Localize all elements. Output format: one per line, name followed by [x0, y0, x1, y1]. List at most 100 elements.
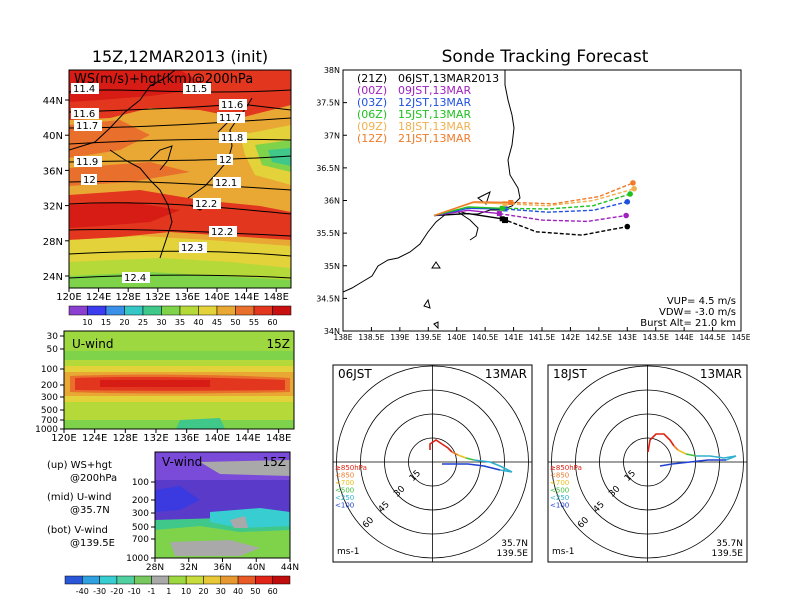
hodo-lat: 35.7N [716, 539, 743, 549]
u-wind-panel: U-wind 15Z 120E 124E 128E 132E 136E 140E 144E 1… [35, 330, 295, 444]
v-colorbar-label: 30 [216, 587, 226, 596]
v-wind-time: 15Z [263, 455, 287, 469]
track-burst-point [502, 201, 508, 207]
v-colorbar-label: 1 [166, 587, 171, 596]
ws-y-tick-label: 24N [43, 272, 63, 283]
ws-colorbar-swatch [216, 305, 236, 316]
v-colorbar-swatch [185, 575, 204, 585]
track-legend-label: 18JST,13MAR [398, 120, 471, 133]
track-legend-time: (09Z) [357, 120, 387, 133]
tracking-title: Sonde Tracking Forecast [442, 47, 649, 67]
track-descent-line [510, 182, 634, 205]
v-y-ticks: 100 200 300 500 700 1000 [126, 478, 155, 564]
v-x-tick-label: 32N [180, 563, 198, 573]
hodo-lon: 139.5E [712, 549, 744, 559]
ws-colorbar-label: 55 [249, 318, 259, 327]
track-x-tick-label: 144.5E [699, 333, 725, 342]
hodo-unit: ms-1 [552, 547, 574, 557]
desc-bot-line2: @139.5E [70, 538, 115, 549]
ws-contour-label: 11.5 [185, 84, 207, 95]
v-colorbar-swatch [64, 575, 83, 585]
track-legend-label: 21JST,13MAR [398, 132, 471, 145]
ws-colorbar-swatch [179, 305, 199, 316]
ws-colorbar-swatch [142, 305, 162, 316]
ws-contour-label: 11.8 [221, 133, 243, 144]
hodo-legend-item: <100 [550, 502, 569, 510]
hodo-trace [673, 445, 679, 451]
track-landing-point [624, 223, 631, 230]
ws-colorbar-label: 50 [230, 318, 240, 327]
ws-y-tick-label: 44N [43, 96, 63, 107]
track-annotation: VUP= 4.5 m/s [667, 296, 736, 307]
u-wind-time: 15Z [267, 337, 291, 351]
hodo-trace [696, 455, 737, 461]
v-x-tick-label: 28N [146, 563, 164, 573]
ws-contour-label-bg [74, 120, 102, 131]
u-y-tick-label: 50 [47, 345, 59, 355]
track-y-tick-label: 34N [324, 327, 340, 336]
hodo-lon: 139.5E [497, 549, 529, 559]
ws-contour-label: 12.1 [215, 178, 237, 189]
ws-contour-label-bg [209, 226, 237, 237]
ws-contour-label: 12 [83, 175, 96, 186]
v-colorbar-label: -20 [110, 587, 123, 596]
v-colorbar-label: 50 [250, 587, 260, 596]
ws-colorbar-label: 10 [82, 318, 92, 327]
track-landing-point [623, 212, 629, 219]
ws-y-tick-label: 28N [43, 237, 63, 248]
v-y-tick-label: 1000 [126, 554, 149, 564]
v-colorbar-swatch [237, 575, 256, 585]
hodo-time-label: 18JST [553, 367, 587, 381]
track-legend-label: 12JST,13MAR [398, 96, 471, 109]
track-landing-point [624, 199, 631, 205]
ws-colorbar-swatch [124, 305, 144, 316]
v-colorbar: -40 -30 -20 -10 -1 1 10 20 30 40 50 60 [64, 575, 291, 596]
ws-colorbar-swatch [161, 305, 181, 316]
v-y-tick-label: 100 [132, 478, 149, 488]
track-burst-point [496, 211, 502, 217]
ws-contour-label: 11.7 [76, 121, 98, 132]
ws-colorbar-swatch [235, 305, 255, 316]
u-y-tick-label: 300 [41, 393, 58, 403]
ws-y-ticks: 24N 28N 32N 36N 40N 44N [43, 96, 69, 283]
desc-bot-line1: (bot) V-wind [47, 525, 108, 536]
hodo-legend-item: <250 [335, 494, 354, 502]
v-colorbar-swatch [82, 575, 100, 585]
ws-colorbar-label: 40 [193, 318, 203, 327]
ws-colorbar-label: 45 [212, 318, 222, 327]
ws-colorbar-label: 30 [156, 318, 166, 327]
track-landing-point [627, 191, 633, 197]
desc-mid-line2: @35.7N [70, 505, 110, 516]
ws-colorbar-swatch [105, 305, 125, 316]
hodo-trace [677, 449, 687, 455]
ws-contour-label-bg [122, 272, 150, 283]
ws-x-tick-label: 128E [115, 292, 140, 303]
hodo-trace [647, 433, 675, 453]
v-y-tick-label: 300 [132, 509, 149, 519]
ws-contour-label: 11.6 [73, 109, 95, 120]
v-colorbar-label: -10 [128, 587, 141, 596]
hodo-trace [685, 453, 697, 457]
ws-contour-label-bg [179, 242, 207, 253]
ws-colorbar-swatch [253, 305, 273, 316]
v-colorbar-label: -40 [76, 587, 89, 596]
ws-x-tick-label: 140E [204, 292, 229, 303]
v-colorbar-swatch [203, 575, 222, 585]
track-ascent-line [433, 212, 503, 220]
ws-contour-label: 12.3 [181, 243, 203, 254]
ws-contour-label-bg [219, 132, 247, 143]
ws-hgt-panel: 15Z,12MAR2013 (init) [43, 47, 292, 327]
v-colorbar-label: 10 [181, 587, 191, 596]
ws-colorbar-swatch [272, 305, 292, 316]
ws-colorbar-swatch [68, 305, 88, 316]
v-x-ticks: 28N 32N 36N 40N 44N [146, 558, 299, 573]
hodo-trace [465, 457, 475, 461]
track-y-ticks: 34N 34.5N 35N 35.5N 36N 36.5N 37N 37.5N 38N [316, 66, 347, 336]
ws-x-tick-label: 148E [263, 292, 288, 303]
hodo-legend-item: <250 [550, 494, 569, 502]
